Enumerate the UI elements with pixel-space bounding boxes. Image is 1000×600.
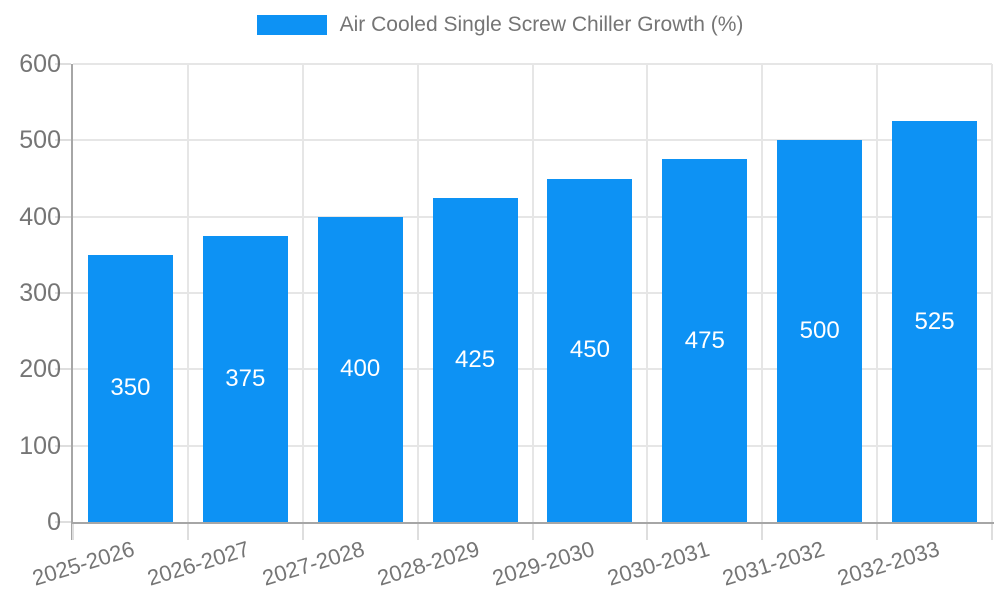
bar[interactable]: 450 (547, 178, 633, 522)
bar-value-label: 400 (340, 355, 381, 383)
bar[interactable]: 475 (662, 159, 748, 522)
x-tick (876, 524, 879, 540)
legend[interactable]: Air Cooled Single Screw Chiller Growth (… (0, 13, 1000, 37)
bar-value-label: 450 (569, 336, 610, 364)
gridline-vertical (991, 64, 993, 522)
bar[interactable]: 425 (432, 197, 518, 522)
x-tick (72, 524, 74, 540)
bar-value-label: 425 (455, 345, 496, 373)
x-tick (531, 524, 534, 540)
x-tick (991, 524, 993, 540)
y-tick (55, 521, 71, 523)
x-tick-label: 2028-2029 (374, 536, 483, 591)
gridline-vertical (761, 64, 764, 522)
bar[interactable]: 500 (777, 140, 863, 522)
x-tick-label: 2027-2028 (259, 536, 368, 591)
gridline-vertical (876, 64, 879, 522)
x-tick-label: 2031-2032 (719, 536, 827, 591)
y-tick-label: 0 (47, 508, 61, 536)
bar-value-label: 500 (799, 317, 840, 345)
x-tick (186, 524, 189, 540)
bar[interactable]: 375 (202, 235, 288, 522)
plot-area: 0 100 200 300 400 500 600 350 2025-2026 375 2026-2… (19, 50, 994, 591)
y-axis-line (71, 64, 73, 540)
bar-value-label: 350 (110, 374, 151, 402)
y-tick-label: 100 (19, 431, 61, 460)
y-tick-label: 500 (19, 126, 61, 155)
y-tick (55, 292, 71, 294)
y-tick-label: 400 (19, 202, 61, 231)
x-tick-label: 2025-2026 (29, 536, 138, 591)
bar-value-label: 475 (684, 326, 725, 354)
gridline-vertical (301, 64, 304, 522)
x-axis-line (71, 522, 994, 524)
gridline-vertical (416, 64, 419, 522)
x-tick-label: 2032-2033 (833, 536, 942, 591)
bar[interactable]: 350 (87, 254, 173, 522)
bar-value-label: 375 (225, 364, 266, 392)
y-tick-label: 300 (19, 279, 61, 307)
y-tick (55, 139, 71, 142)
gridline-vertical (186, 64, 189, 522)
bar[interactable]: 525 (892, 121, 978, 522)
bar[interactable]: 400 (317, 216, 403, 522)
x-tick-label: 2029-2030 (489, 536, 598, 591)
x-tick (761, 524, 764, 540)
gridline-vertical (646, 64, 649, 522)
y-tick (55, 63, 71, 65)
x-tick (646, 524, 649, 540)
y-tick (55, 368, 71, 371)
y-tick (55, 444, 71, 447)
gridline-vertical (531, 64, 534, 522)
x-tick (416, 524, 419, 540)
legend-label: Air Cooled Single Screw Chiller Growth (… (339, 13, 744, 36)
x-tick (301, 524, 304, 540)
legend-swatch (256, 15, 327, 35)
x-tick-label: 2030-2031 (604, 536, 713, 591)
y-tick-label: 200 (19, 355, 61, 384)
y-tick (55, 215, 71, 218)
bar-value-label: 525 (914, 307, 955, 335)
x-tick-label: 2026-2027 (144, 536, 253, 591)
y-tick-label: 600 (19, 50, 61, 78)
